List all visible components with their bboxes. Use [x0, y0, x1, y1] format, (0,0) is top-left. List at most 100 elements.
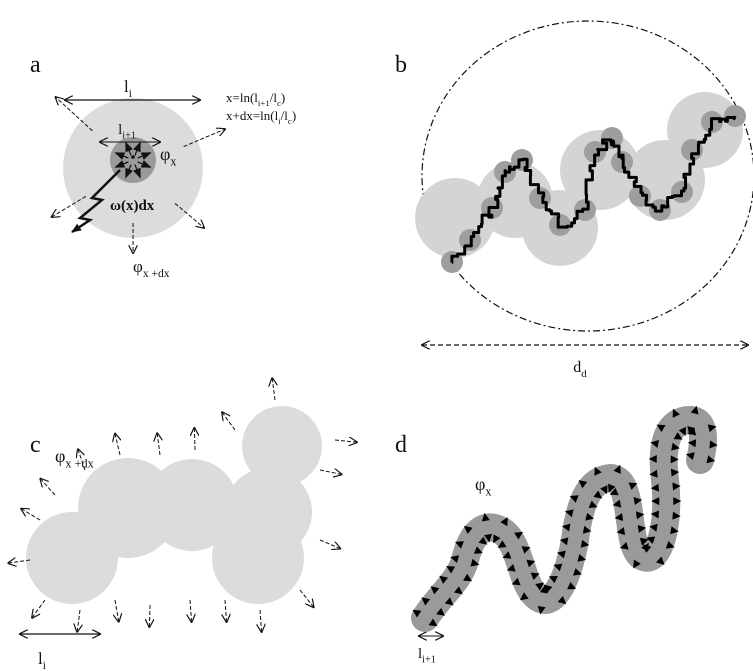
- flux-arrow: [114, 160, 129, 168]
- flux-arrow: [272, 378, 275, 401]
- flux-triangle: [585, 512, 594, 521]
- flux-triangle: [578, 480, 588, 489]
- flux-triangle: [553, 563, 563, 572]
- flux-triangle: [559, 537, 569, 546]
- panel-label: a: [30, 52, 41, 78]
- blob: [549, 214, 571, 236]
- flux-arrow: [32, 599, 46, 618]
- flux-triangle: [614, 513, 624, 522]
- flux-triangle: [672, 511, 681, 520]
- text: x+dx=ln(l: [226, 108, 279, 123]
- flux-triangle: [514, 531, 524, 540]
- flux-arrow: [8, 560, 31, 563]
- flux-triangle: [588, 500, 598, 508]
- blob: [529, 187, 551, 209]
- flux-triangle: [651, 497, 660, 506]
- text: φ: [475, 474, 485, 494]
- flux-triangle: [446, 566, 456, 574]
- outer-size-label: li: [124, 77, 132, 100]
- size-label: li: [38, 649, 46, 671]
- subscript: x +dx: [65, 456, 93, 470]
- flux-triangle: [557, 596, 567, 605]
- diameter-label: dd: [573, 359, 587, 380]
- flux-arrow: [115, 599, 119, 622]
- flux-triangle: [481, 512, 490, 522]
- text: /l: [281, 108, 289, 123]
- flux-triangle: [478, 536, 488, 545]
- text: ): [292, 108, 296, 123]
- flux-arrow: [299, 589, 314, 607]
- flux-triangle: [648, 455, 657, 464]
- flux-arrow: [183, 129, 225, 148]
- flux-triangle: [561, 523, 571, 532]
- flux-arrow: [77, 609, 80, 632]
- flux-triangle: [650, 510, 660, 519]
- flux-triangle: [444, 597, 454, 606]
- flux-triangle: [557, 550, 566, 559]
- flux-label: φx +dx: [133, 257, 170, 280]
- flux-triangle: [690, 405, 699, 415]
- flux-triangle: [543, 584, 553, 593]
- flux-arrow: [125, 164, 133, 179]
- flux-triangle: [412, 609, 422, 618]
- flux-arrow: [21, 509, 41, 521]
- flux-triangle: [506, 564, 516, 572]
- flux-arrow: [334, 440, 357, 442]
- flux-triangle: [633, 559, 641, 569]
- flux-triangle: [706, 455, 716, 464]
- flux-triangle: [678, 426, 686, 436]
- flux-arrow: [52, 195, 87, 217]
- text: /l: [270, 90, 278, 105]
- flux-triangle: [628, 482, 638, 490]
- text: l: [38, 649, 43, 668]
- flux-triangle: [519, 592, 529, 601]
- flux-triangle: [608, 483, 616, 493]
- flux-triangle: [646, 536, 656, 545]
- flux-triangle: [428, 618, 438, 627]
- panel-d: d φx li+1: [395, 405, 718, 666]
- rate-label: ω(x)dx: [110, 198, 155, 214]
- subscript: d: [581, 368, 587, 380]
- flux-arrow: [190, 599, 192, 622]
- flux-triangle: [493, 534, 501, 544]
- flux-triangle: [649, 469, 658, 478]
- panel-label: b: [395, 52, 407, 78]
- subscript: x: [485, 484, 491, 498]
- flux-arrow: [174, 203, 204, 227]
- text: φ: [160, 144, 170, 164]
- size-label: li+1: [418, 646, 436, 666]
- text: d: [573, 359, 581, 376]
- flux-triangle: [673, 432, 683, 440]
- panel-a: alili+1x=ln(li+1/lc)x+dx=ln(li/lc)φxω(x)…: [30, 52, 296, 280]
- flux-arrow: [115, 434, 120, 456]
- text: l: [118, 122, 122, 138]
- blob: [584, 141, 606, 163]
- flux-triangle: [594, 466, 602, 476]
- panel-b: b dd: [395, 20, 753, 380]
- band-path: [411, 405, 717, 632]
- subscript: i: [43, 659, 46, 671]
- blob: [224, 468, 312, 556]
- subscript: i+1: [122, 131, 136, 142]
- flux-arrow: [40, 479, 56, 496]
- flux-triangle: [535, 582, 545, 591]
- flux-arrow: [149, 604, 150, 627]
- text: x=ln(l: [226, 90, 258, 105]
- flux-arrow: [319, 470, 342, 474]
- flux-triangle: [548, 576, 558, 584]
- flux-triangle: [613, 464, 621, 474]
- subscript: i+1: [422, 655, 436, 666]
- subscript: i+1: [258, 98, 270, 108]
- flux-triangle: [580, 539, 590, 548]
- flux-triangle: [569, 495, 579, 503]
- flux-triangle: [656, 424, 666, 433]
- flux-triangle: [497, 540, 507, 548]
- subscript: c: [288, 116, 292, 126]
- flux-arrow: [194, 428, 195, 451]
- flux-triangle: [567, 582, 577, 590]
- flux-triangle: [670, 468, 680, 477]
- flux-triangle: [500, 517, 508, 527]
- flux-triangle: [637, 525, 647, 533]
- flux-triangle: [671, 442, 680, 451]
